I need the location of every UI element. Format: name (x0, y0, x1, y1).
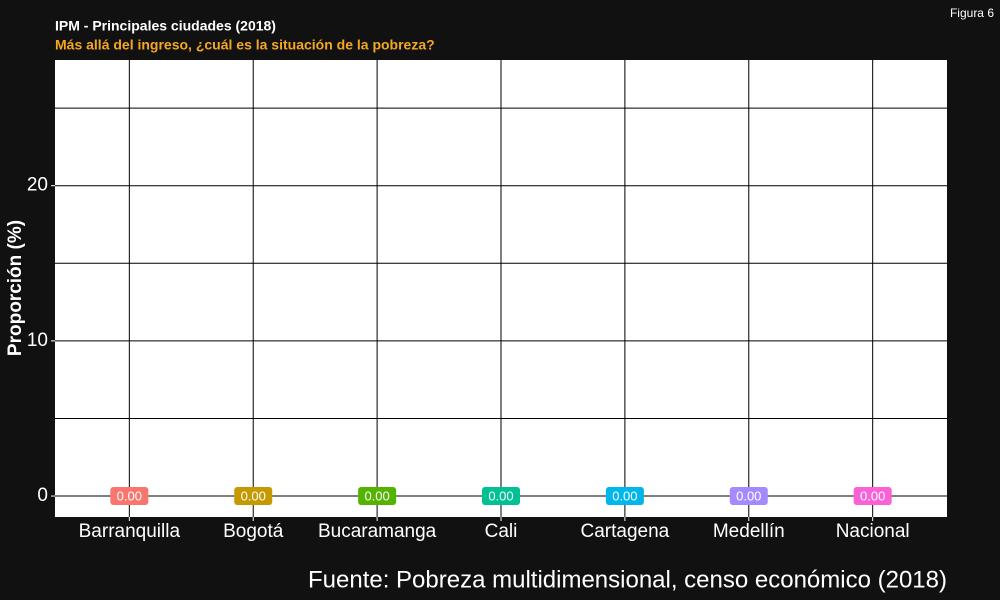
plot-area: 0 10 20 Barranquilla Bogotá Bucaramanga Cali Ca… (27, 60, 947, 542)
value-label: 0.00 (364, 488, 389, 503)
value-label: 0.00 (117, 488, 142, 503)
chart-title: IPM - Principales ciudades (2018) (55, 18, 276, 34)
value-label-box (853, 487, 892, 506)
value-label-box (358, 487, 397, 506)
y-tick-label: 20 (27, 175, 48, 196)
y-tick-label: 0 (37, 485, 48, 506)
value-label-box (110, 487, 149, 506)
x-tick-label: Cartagena (581, 521, 670, 542)
x-tick-label: Cali (485, 521, 518, 542)
value-label-box (729, 487, 768, 506)
x-tick-label: Bucaramanga (318, 521, 437, 542)
caption: Fuente: Pobreza multidimensional, censo … (308, 566, 947, 593)
y-tick-label: 10 (27, 330, 48, 351)
value-label-box (605, 487, 644, 506)
value-label: 0.00 (736, 488, 761, 503)
figure-label: Figura 6 (950, 6, 994, 20)
value-label: 0.00 (860, 488, 885, 503)
value-label-box (482, 487, 520, 506)
y-axis-label: Proporción (%) (5, 220, 26, 356)
x-tick-label: Barranquilla (79, 521, 181, 542)
x-tick-label: Bogotá (223, 521, 284, 542)
x-tick-label: Nacional (836, 521, 910, 542)
value-label: 0.00 (612, 488, 637, 503)
value-label: 0.00 (488, 488, 513, 503)
value-label-box (234, 487, 273, 506)
chart-subtitle: Más allá del ingreso, ¿cuál es la situac… (55, 37, 435, 53)
x-tick-label: Medellín (713, 521, 785, 542)
value-label: 0.00 (241, 488, 266, 503)
